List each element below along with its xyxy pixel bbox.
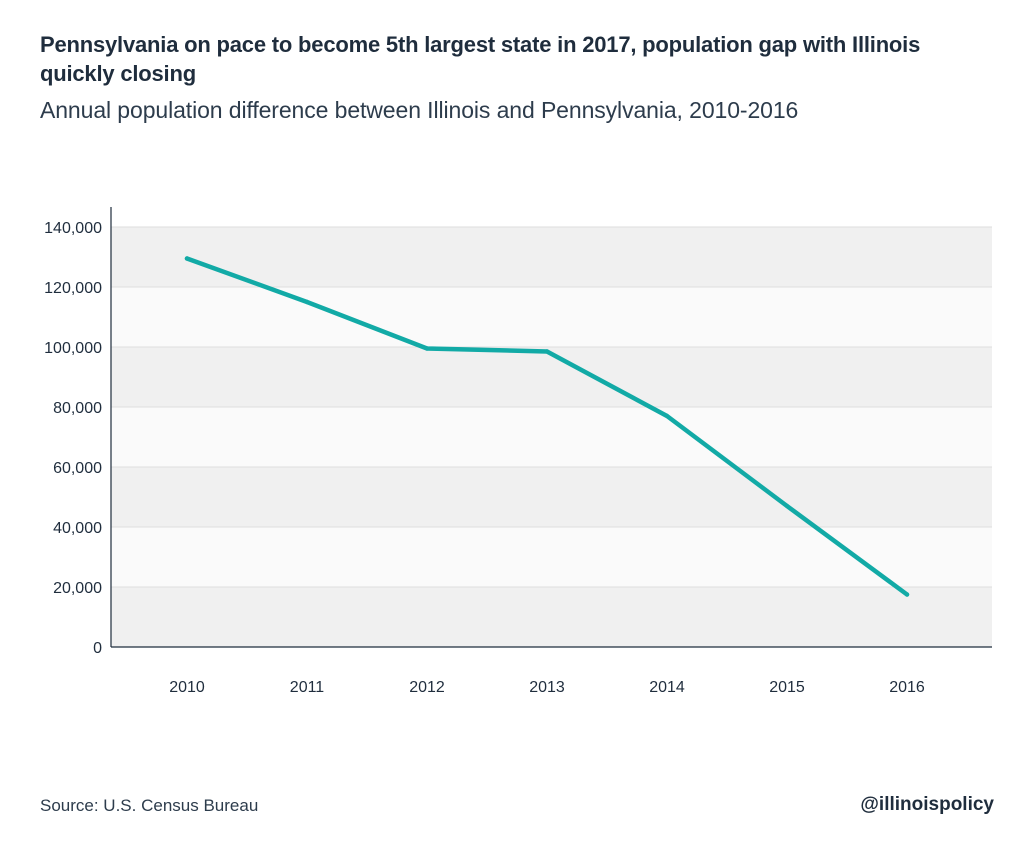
background-band bbox=[111, 407, 992, 467]
data-point bbox=[184, 256, 190, 261]
gridlines bbox=[111, 226, 992, 588]
background-bands bbox=[111, 227, 992, 647]
brand-handle: @illinoispolicy bbox=[860, 794, 994, 815]
x-tick-label: 2014 bbox=[649, 679, 685, 696]
source-note: Source: U.S. Census Bureau bbox=[40, 796, 259, 815]
data-point bbox=[664, 413, 670, 419]
axes bbox=[110, 207, 992, 648]
y-tick-label: 80,000 bbox=[53, 400, 102, 417]
x-tick-label: 2010 bbox=[169, 679, 205, 696]
y-tick-label: 20,000 bbox=[53, 580, 102, 597]
data-point bbox=[424, 346, 430, 351]
y-tick-label: 140,000 bbox=[44, 220, 102, 237]
y-tick-label: 100,000 bbox=[44, 340, 102, 357]
data-point bbox=[304, 299, 310, 305]
y-tick-label: 60,000 bbox=[53, 460, 102, 477]
y-axis-ticks: 0 20,000 40,000 60,000 80,000 100,000 120,000 1… bbox=[44, 220, 102, 657]
x-axis-ticks: 2010 2011 2012 2013 2014 2015 2016 bbox=[169, 679, 925, 696]
data-point bbox=[544, 349, 550, 354]
x-tick-label: 2011 bbox=[290, 679, 325, 696]
data-point bbox=[904, 592, 910, 597]
series-layer bbox=[184, 256, 910, 597]
background-band bbox=[111, 347, 992, 407]
y-tick-label: 120,000 bbox=[44, 280, 102, 297]
background-band bbox=[111, 287, 992, 347]
background-band bbox=[111, 467, 992, 527]
x-tick-label: 2015 bbox=[769, 679, 805, 696]
x-tick-label: 2016 bbox=[889, 679, 925, 696]
chart-title: Pennsylvania on pace to become 5th large… bbox=[40, 32, 921, 86]
background-band bbox=[111, 587, 992, 647]
y-tick-label: 40,000 bbox=[53, 520, 102, 537]
data-point bbox=[784, 503, 790, 509]
background-band bbox=[111, 527, 992, 587]
x-tick-label: 2012 bbox=[409, 679, 445, 696]
y-tick-label: 0 bbox=[93, 640, 102, 657]
background-band bbox=[111, 227, 992, 287]
x-tick-label: 2013 bbox=[529, 679, 565, 696]
chart-subtitle: Annual population difference between Ill… bbox=[40, 97, 799, 123]
